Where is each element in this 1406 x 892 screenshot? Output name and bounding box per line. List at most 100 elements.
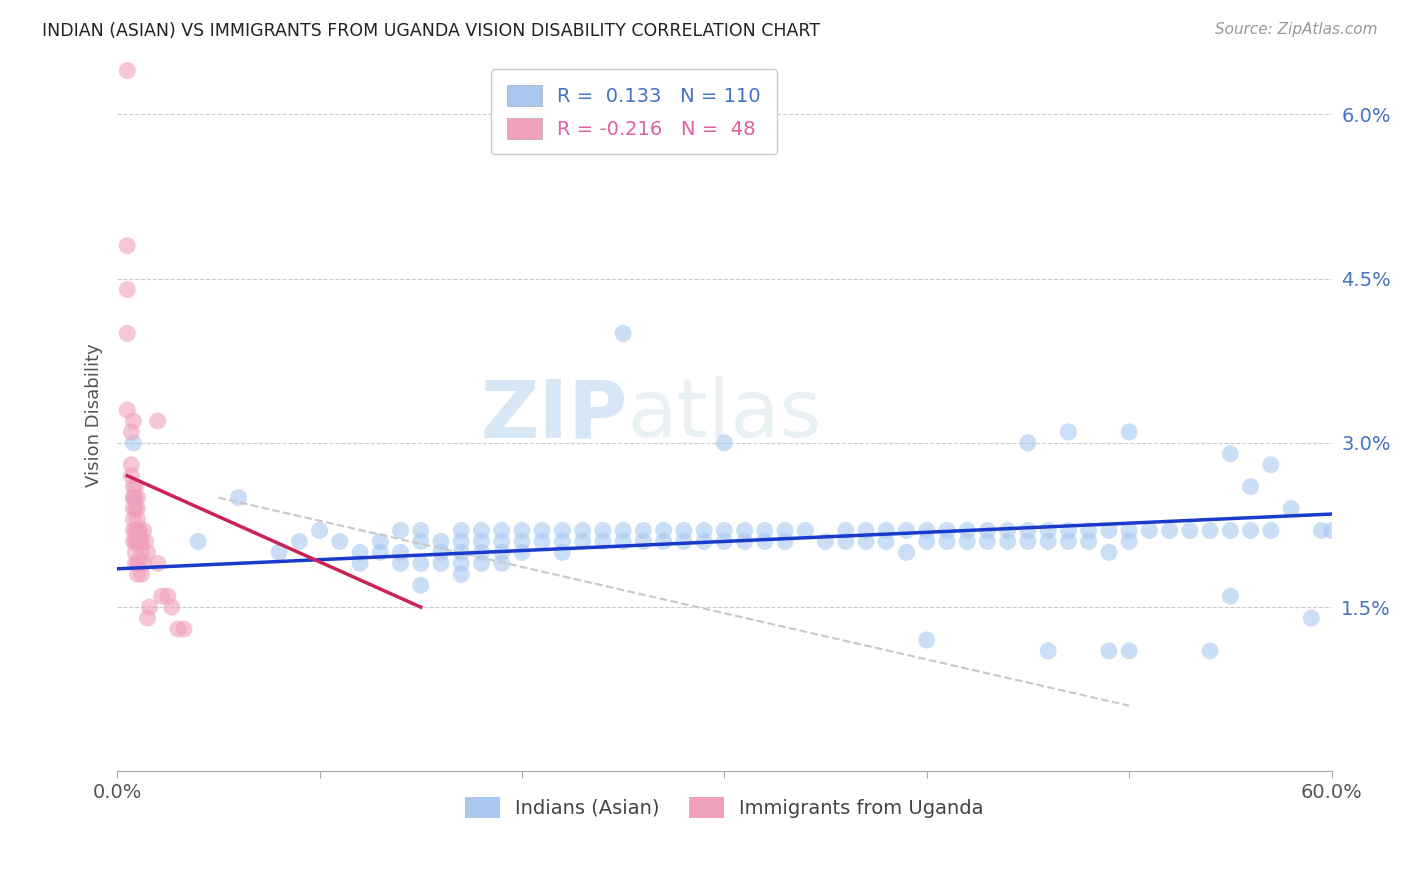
Point xyxy=(389,545,412,559)
Point xyxy=(1279,501,1302,516)
Point xyxy=(1260,524,1282,538)
Point xyxy=(754,524,776,538)
Point xyxy=(997,524,1019,538)
Point xyxy=(450,557,472,571)
Point xyxy=(156,589,179,603)
Point xyxy=(450,524,472,538)
Point xyxy=(976,524,998,538)
Point xyxy=(997,534,1019,549)
Point xyxy=(136,545,159,559)
Point xyxy=(915,534,938,549)
Point xyxy=(510,524,533,538)
Text: Source: ZipAtlas.com: Source: ZipAtlas.com xyxy=(1215,22,1378,37)
Point xyxy=(124,491,146,505)
Point xyxy=(389,557,412,571)
Point xyxy=(122,534,145,549)
Point xyxy=(1098,545,1121,559)
Point xyxy=(131,567,153,582)
Point xyxy=(450,567,472,582)
Point xyxy=(127,491,149,505)
Point xyxy=(228,491,250,505)
Point xyxy=(120,425,142,439)
Point xyxy=(127,524,149,538)
Point xyxy=(1098,524,1121,538)
Point xyxy=(308,524,330,538)
Point xyxy=(138,600,160,615)
Point xyxy=(124,545,146,559)
Point xyxy=(389,524,412,538)
Point xyxy=(1118,644,1140,658)
Point xyxy=(173,622,195,636)
Point xyxy=(124,524,146,538)
Point xyxy=(128,557,150,571)
Point xyxy=(120,458,142,472)
Point xyxy=(470,557,492,571)
Point xyxy=(450,534,472,549)
Point xyxy=(491,524,513,538)
Point xyxy=(612,524,634,538)
Point xyxy=(936,524,959,538)
Point xyxy=(122,480,145,494)
Point xyxy=(128,534,150,549)
Point xyxy=(368,534,391,549)
Point xyxy=(672,524,695,538)
Point xyxy=(773,524,796,538)
Point xyxy=(122,524,145,538)
Point xyxy=(592,524,614,538)
Point xyxy=(1118,425,1140,439)
Point xyxy=(1077,524,1099,538)
Point xyxy=(127,501,149,516)
Point xyxy=(915,524,938,538)
Point xyxy=(1239,480,1261,494)
Point xyxy=(491,557,513,571)
Text: atlas: atlas xyxy=(627,376,821,455)
Point xyxy=(120,468,142,483)
Point xyxy=(571,534,593,549)
Point xyxy=(1077,534,1099,549)
Point xyxy=(1038,524,1060,538)
Point xyxy=(269,545,291,559)
Point xyxy=(1017,435,1039,450)
Point xyxy=(430,545,453,559)
Point xyxy=(1199,524,1222,538)
Point xyxy=(754,534,776,549)
Point xyxy=(117,63,139,78)
Point xyxy=(124,480,146,494)
Point xyxy=(1301,611,1323,625)
Point xyxy=(814,534,837,549)
Point xyxy=(875,534,897,549)
Point xyxy=(329,534,352,549)
Point xyxy=(855,524,877,538)
Point xyxy=(1057,425,1080,439)
Point xyxy=(713,435,735,450)
Point xyxy=(652,524,675,538)
Point xyxy=(160,600,183,615)
Point xyxy=(734,534,756,549)
Point xyxy=(1239,524,1261,538)
Point xyxy=(470,534,492,549)
Point xyxy=(150,589,173,603)
Point xyxy=(936,534,959,549)
Point xyxy=(713,534,735,549)
Point xyxy=(1118,534,1140,549)
Point xyxy=(1219,589,1241,603)
Point xyxy=(124,534,146,549)
Point xyxy=(470,545,492,559)
Point xyxy=(1057,534,1080,549)
Point xyxy=(127,557,149,571)
Point xyxy=(132,524,155,538)
Point xyxy=(592,534,614,549)
Point xyxy=(956,524,979,538)
Point xyxy=(1137,524,1160,538)
Point xyxy=(1219,524,1241,538)
Point xyxy=(430,534,453,549)
Point xyxy=(491,534,513,549)
Point xyxy=(1178,524,1201,538)
Point xyxy=(117,403,139,417)
Point xyxy=(633,524,655,538)
Point xyxy=(128,524,150,538)
Point xyxy=(122,501,145,516)
Point xyxy=(551,534,574,549)
Point xyxy=(896,524,918,538)
Point xyxy=(571,524,593,538)
